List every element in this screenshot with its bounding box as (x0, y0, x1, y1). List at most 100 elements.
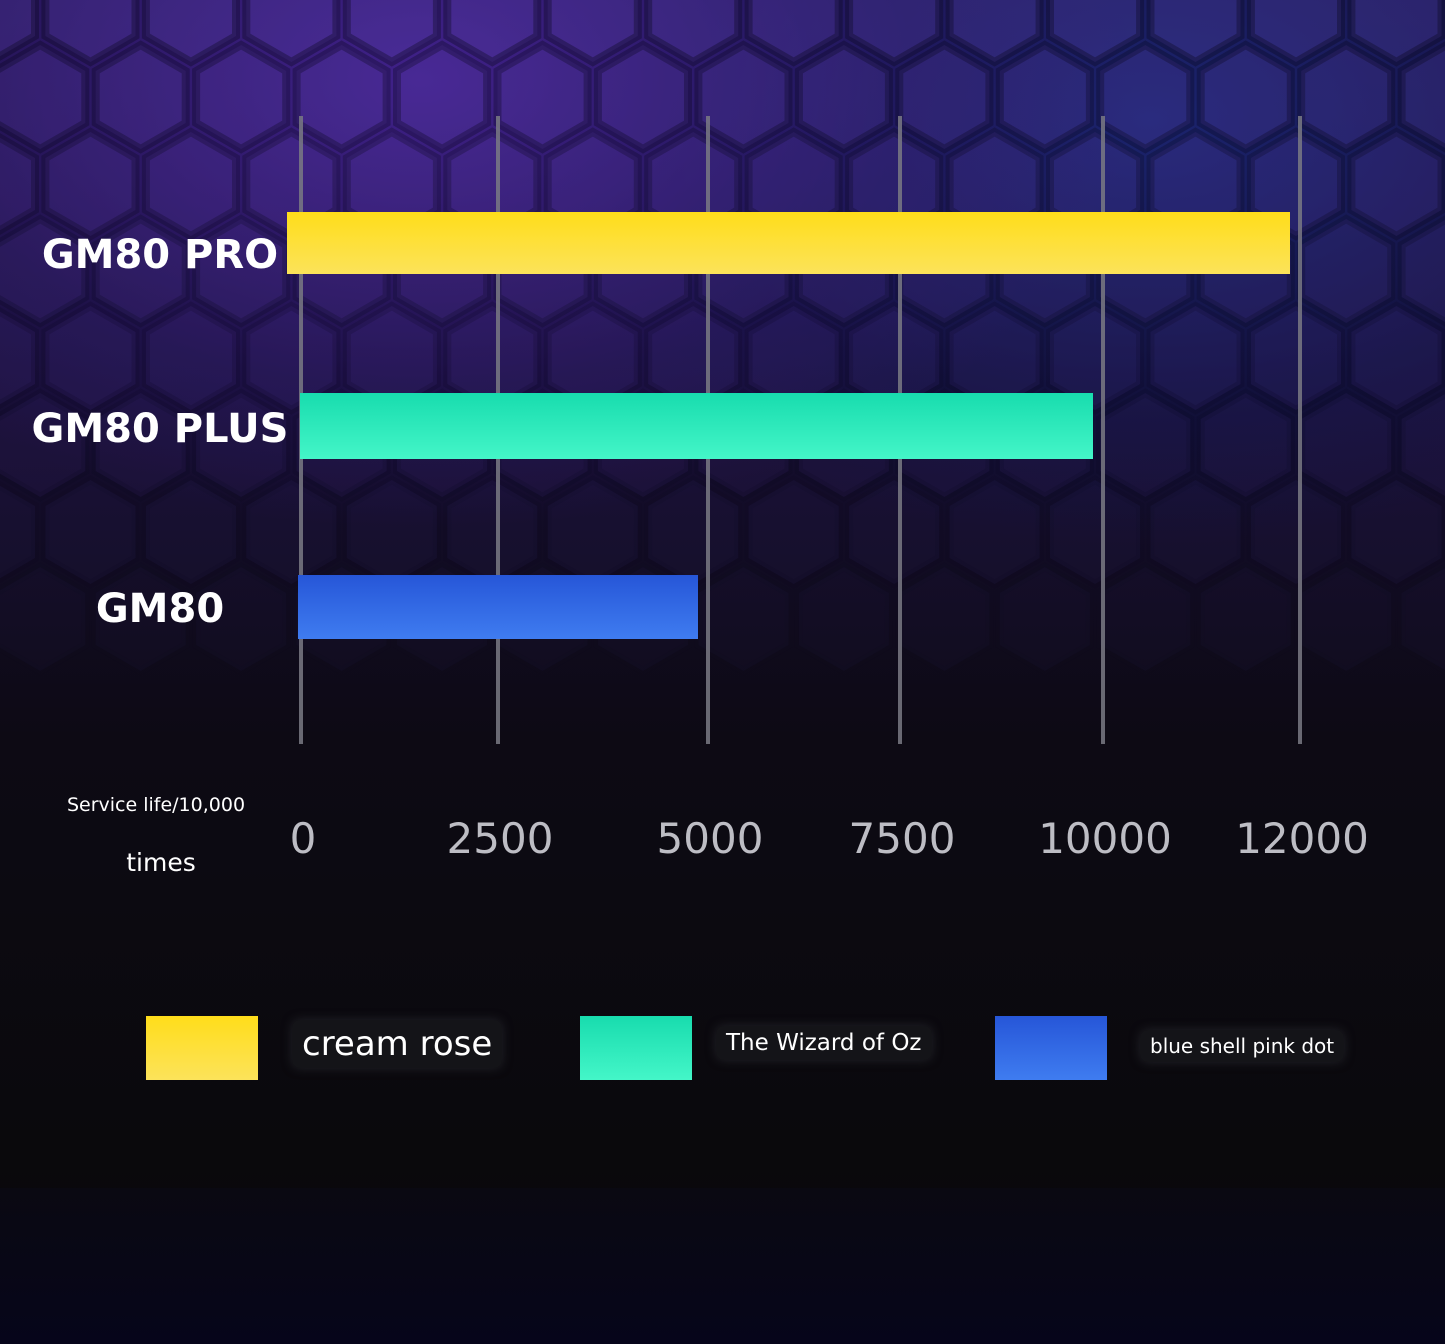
hexagon-tile (644, 475, 743, 589)
hexagon-tile (945, 127, 1044, 241)
category-label: GM80 (96, 586, 224, 632)
hexagon-tile (91, 562, 190, 676)
hexagon-tile (543, 127, 642, 241)
hexagon-tile (543, 475, 642, 589)
hexagon-tile (393, 40, 492, 154)
hexagon-tile (1046, 475, 1145, 589)
hexagon-tile (0, 214, 90, 328)
hexagon-tile (443, 301, 542, 415)
x-tick-labels: 0 2500 5000 7500 10000 12000 (290, 814, 1369, 863)
x-tick-label: 5000 (657, 814, 764, 863)
hexagon-tile (443, 127, 542, 241)
hexagon-tile (141, 127, 240, 241)
hexagon-tile (845, 127, 944, 241)
hexagon-tile (0, 40, 90, 154)
legend-swatch-cream-rose (146, 1016, 258, 1080)
hexagon-tile (694, 40, 793, 154)
hexagon-tile (1246, 127, 1345, 241)
hexagon-tile (1046, 127, 1145, 241)
hexagon-tile (192, 214, 291, 328)
bar-gm80-plus (300, 393, 1093, 459)
bottom-band (0, 1188, 1445, 1344)
hexagon-tile (1196, 40, 1295, 154)
hexagon-tile (342, 0, 441, 67)
hexagon-tile (1246, 475, 1345, 589)
hexagon-tile (443, 0, 542, 67)
category-labels: GM80 PRO GM80 PLUS GM80 (32, 232, 289, 632)
hexagon-tile (744, 127, 843, 241)
hexagon-tile (0, 133, 39, 235)
hexagon-tile (995, 562, 1094, 676)
x-tick-label: 7500 (849, 814, 956, 863)
hexagon-tile (141, 0, 240, 67)
hexagon-tile (1246, 301, 1345, 415)
hexagon-tile (995, 40, 1094, 154)
legend-label-blue-shell-pink-dot: blue shell pink dot (1140, 1030, 1345, 1062)
category-label: GM80 PLUS (32, 406, 289, 452)
hexagon-tile (794, 40, 893, 154)
hexagon-tile (192, 388, 291, 502)
hexagon-tile (41, 475, 140, 589)
hexagon-tile (242, 127, 341, 241)
hexagon-tile (1347, 301, 1445, 415)
hexagon-tile (1397, 41, 1445, 153)
x-tick-label: 12000 (1235, 814, 1369, 863)
legend-label-wizard-of-oz: The Wizard of Oz (716, 1026, 932, 1060)
hexagon-tile (1146, 475, 1245, 589)
legend-label-cream-rose: cream rose (292, 1020, 503, 1068)
hexagon-tile (0, 562, 90, 676)
hexagon-tile (342, 301, 441, 415)
hexagon-tile (342, 127, 441, 241)
hexagon-tile (744, 0, 843, 67)
hexagon-tile (1196, 388, 1295, 502)
hexagon-tile (242, 475, 341, 589)
hexagon-tile (1397, 389, 1445, 501)
hexagon-tile (192, 562, 291, 676)
legend-swatch-blue-shell-pink-dot (995, 1016, 1107, 1080)
hexagon-tile (1046, 0, 1145, 67)
hexagon-tile (945, 475, 1044, 589)
hexagon-tile (0, 0, 39, 61)
x-axis-title-line-1: Service life/10,000 (66, 794, 246, 816)
hexagon-tile (845, 475, 944, 589)
bars (287, 212, 1290, 639)
hexagon-tile (443, 475, 542, 589)
hexagon-tile (1347, 127, 1445, 241)
hexagon-tile (845, 301, 944, 415)
hexagon-tile (192, 40, 291, 154)
hexagon-tile (91, 388, 190, 502)
hexagon-tile (41, 127, 140, 241)
hexagon-tile (1397, 215, 1445, 327)
hexagon-tile (644, 127, 743, 241)
hexagon-tile (141, 301, 240, 415)
hexagon-tile (644, 0, 743, 67)
x-tick-label: 0 (290, 814, 317, 863)
hexagon-tile (91, 40, 190, 154)
hexagon-tile (292, 40, 391, 154)
bar-gm80-pro (287, 212, 1290, 274)
hexagon-tile (0, 307, 39, 409)
hexagon-tile (543, 0, 642, 67)
hexagon-tile (242, 301, 341, 415)
hexagon-tile (744, 301, 843, 415)
hexagon-tile (141, 475, 240, 589)
hexagon-tile (1347, 0, 1445, 67)
x-tick-label: 2500 (447, 814, 554, 863)
hexagon-tile (1146, 127, 1245, 241)
hexagon-tile (1096, 40, 1195, 154)
hexagon-tile (593, 40, 692, 154)
hexagon-tile (242, 0, 341, 67)
hexagon-tile (1046, 301, 1145, 415)
category-label: GM80 PRO (42, 232, 278, 278)
hexagon-tile (744, 475, 843, 589)
hexagon-tile (0, 481, 39, 583)
hexagon-tile (945, 301, 1044, 415)
legend-swatch-wizard-of-oz (580, 1016, 692, 1080)
x-axis-title-line-2: times (126, 848, 196, 877)
hexagon-tile (41, 301, 140, 415)
hexagon-tile (0, 388, 90, 502)
hexagon-tile (1096, 562, 1195, 676)
hexagon-tile (1246, 0, 1345, 67)
